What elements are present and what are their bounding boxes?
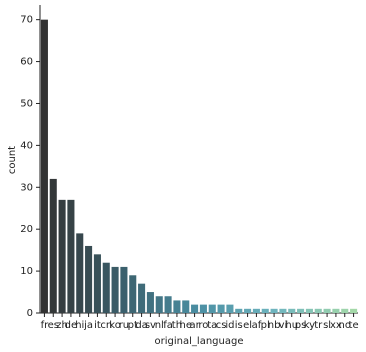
x-tick-label: th	[172, 320, 182, 331]
bar	[279, 308, 287, 313]
bar	[199, 304, 207, 313]
bar	[138, 283, 146, 313]
bar	[120, 266, 128, 313]
x-tick-label: cs	[216, 320, 227, 331]
x-tick-label: af	[252, 320, 262, 331]
x-tick-label: ja	[83, 320, 93, 331]
x-tick-label: de	[65, 320, 78, 331]
bar	[40, 19, 48, 314]
bar	[111, 266, 119, 313]
bar	[76, 233, 84, 313]
x-tick-label: ro	[198, 320, 208, 331]
x-tick-label: da	[135, 320, 147, 331]
x-tick-label: ky	[304, 320, 315, 331]
x-tick-label: he	[180, 320, 193, 331]
y-tick-label: 70	[20, 15, 33, 26]
x-tick-label: sl	[323, 320, 331, 331]
bar	[191, 304, 199, 313]
x-tick-label: ko	[109, 320, 121, 331]
bar	[217, 304, 225, 313]
y-tick-label: 20	[20, 224, 33, 235]
bar	[102, 262, 110, 313]
x-tick-label: ar	[189, 320, 200, 331]
x-tick-label: tr	[314, 320, 323, 331]
x-tick-label: ru	[119, 320, 129, 331]
x-tick-label: fr	[41, 320, 50, 331]
x-tick-label: es	[48, 320, 59, 331]
bar	[305, 308, 313, 313]
x-tick-label: hu	[285, 320, 298, 331]
bar	[261, 308, 269, 313]
bar	[208, 304, 216, 313]
y-tick-label: 0	[27, 308, 33, 319]
bar	[270, 308, 278, 313]
x-tick-label: xx	[330, 320, 342, 331]
y-tick-label: 30	[20, 182, 33, 193]
bar	[67, 199, 75, 313]
bar	[297, 308, 305, 313]
x-tick-label: no	[339, 320, 351, 331]
x-tick-label: ta	[207, 320, 217, 331]
bar	[146, 292, 154, 313]
bar	[164, 296, 172, 313]
bar	[49, 178, 57, 313]
bar	[58, 199, 66, 313]
y-tick-label: 50	[20, 98, 33, 109]
x-tick-label: pl	[261, 320, 270, 331]
x-tick-label: ps	[295, 320, 307, 331]
bar	[288, 308, 296, 313]
bar	[323, 308, 331, 313]
x-tick-label: hi	[75, 320, 84, 331]
x-tick-label: zh	[56, 320, 68, 331]
x-tick-label: nb	[268, 320, 281, 331]
bar	[226, 304, 234, 313]
x-tick-label: sv	[145, 320, 156, 331]
bar	[252, 308, 260, 313]
bar	[341, 308, 349, 313]
x-tick-label: nl	[155, 320, 164, 331]
y-axis-label: count	[7, 146, 18, 174]
x-tick-label: id	[225, 320, 234, 331]
bar	[332, 308, 340, 313]
y-tick-label: 10	[20, 266, 33, 277]
bar	[235, 308, 243, 313]
bar	[182, 300, 190, 313]
x-axis-label: original_language	[155, 336, 244, 347]
x-tick-label: fa	[163, 320, 173, 331]
x-tick-label: te	[349, 320, 359, 331]
bar	[93, 254, 101, 313]
x-tick-label: el	[243, 320, 252, 331]
bar	[314, 308, 322, 313]
y-tick-label: 60	[20, 57, 33, 68]
bar	[350, 308, 358, 313]
x-tick-label: cn	[100, 320, 112, 331]
x-tick-label: pt	[128, 320, 138, 331]
bar	[173, 300, 181, 313]
x-tick-label: is	[235, 320, 243, 331]
x-tick-label: it	[94, 320, 101, 331]
bar	[244, 308, 252, 313]
bar	[155, 296, 163, 313]
y-tick-label: 40	[20, 140, 33, 151]
bar	[85, 245, 93, 313]
x-tick-label: vi	[279, 320, 288, 331]
bar	[129, 275, 137, 313]
